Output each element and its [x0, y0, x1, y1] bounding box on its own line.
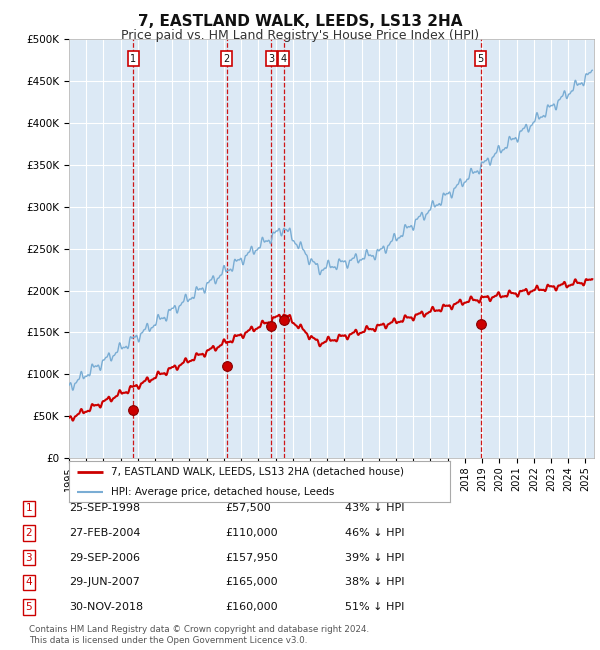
- Text: £157,950: £157,950: [225, 552, 278, 563]
- Text: 46% ↓ HPI: 46% ↓ HPI: [345, 528, 404, 538]
- Text: 43% ↓ HPI: 43% ↓ HPI: [345, 503, 404, 514]
- Text: 7, EASTLAND WALK, LEEDS, LS13 2HA: 7, EASTLAND WALK, LEEDS, LS13 2HA: [138, 14, 462, 29]
- Text: 4: 4: [25, 577, 32, 588]
- Text: 51% ↓ HPI: 51% ↓ HPI: [345, 602, 404, 612]
- Text: 1: 1: [25, 503, 32, 514]
- Text: 1: 1: [130, 54, 136, 64]
- Text: 5: 5: [25, 602, 32, 612]
- Text: 29-JUN-2007: 29-JUN-2007: [69, 577, 140, 588]
- Text: 29-SEP-2006: 29-SEP-2006: [69, 552, 140, 563]
- Text: £160,000: £160,000: [225, 602, 278, 612]
- Text: 4: 4: [281, 54, 287, 64]
- Text: 2: 2: [223, 54, 230, 64]
- Text: 3: 3: [268, 54, 274, 64]
- Text: £165,000: £165,000: [225, 577, 278, 588]
- Text: 3: 3: [25, 552, 32, 563]
- Text: £110,000: £110,000: [225, 528, 278, 538]
- Text: 7, EASTLAND WALK, LEEDS, LS13 2HA (detached house): 7, EASTLAND WALK, LEEDS, LS13 2HA (detac…: [111, 467, 404, 476]
- Text: Price paid vs. HM Land Registry's House Price Index (HPI): Price paid vs. HM Land Registry's House …: [121, 29, 479, 42]
- Text: £57,500: £57,500: [225, 503, 271, 514]
- Text: 2: 2: [25, 528, 32, 538]
- Text: HPI: Average price, detached house, Leeds: HPI: Average price, detached house, Leed…: [111, 487, 334, 497]
- Text: 5: 5: [478, 54, 484, 64]
- Text: 27-FEB-2004: 27-FEB-2004: [69, 528, 140, 538]
- Text: 25-SEP-1998: 25-SEP-1998: [69, 503, 140, 514]
- Text: 38% ↓ HPI: 38% ↓ HPI: [345, 577, 404, 588]
- Text: 39% ↓ HPI: 39% ↓ HPI: [345, 552, 404, 563]
- Text: Contains HM Land Registry data © Crown copyright and database right 2024.
This d: Contains HM Land Registry data © Crown c…: [29, 625, 369, 645]
- Text: 30-NOV-2018: 30-NOV-2018: [69, 602, 143, 612]
